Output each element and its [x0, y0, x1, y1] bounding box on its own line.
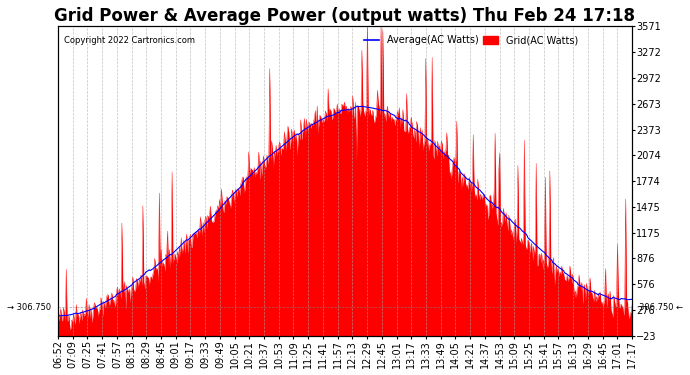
- Text: Copyright 2022 Cartronics.com: Copyright 2022 Cartronics.com: [63, 36, 195, 45]
- Text: → 306.750: → 306.750: [7, 303, 51, 312]
- Title: Grid Power & Average Power (output watts) Thu Feb 24 17:18: Grid Power & Average Power (output watts…: [55, 7, 635, 25]
- Text: 306.750 ←: 306.750 ←: [639, 303, 683, 312]
- Legend: Average(AC Watts), Grid(AC Watts): Average(AC Watts), Grid(AC Watts): [361, 32, 582, 49]
